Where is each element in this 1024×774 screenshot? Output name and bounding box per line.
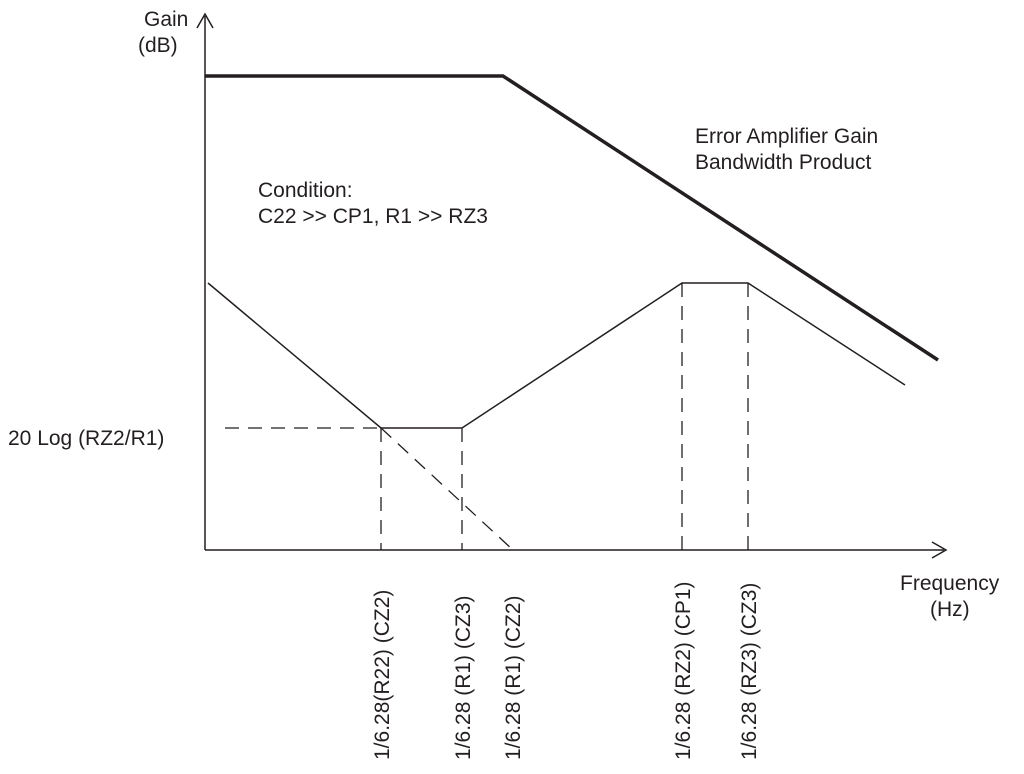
extended-slope-dashed-line xyxy=(380,427,514,551)
gain-level-label: 20 Log (RZ2/R1) xyxy=(8,427,164,450)
error-amplifier-gain-curve xyxy=(205,74,939,362)
compensation-gain-curve xyxy=(207,282,906,429)
freq-tick-label: 1/6.28 (RZ2) (CP1) xyxy=(672,581,695,760)
freq-tick-label: 1/6.28(R22) (CZ2) xyxy=(371,590,394,760)
axes xyxy=(196,12,948,559)
y-axis-arrowhead xyxy=(196,12,214,29)
freq-tick-label: 1/6.28 (R1) (CZ2) xyxy=(502,595,525,760)
gbp-label-line1: Error Amplifier Gain xyxy=(695,125,878,148)
freq-tick-label: 1/6.28 (RZ3) (CZ3) xyxy=(738,583,761,760)
x-axis-label-line1: Frequency xyxy=(900,572,1000,595)
freq-tick-label: 1/6.28 (R1) (CZ3) xyxy=(452,595,475,760)
x-axis-arrowhead xyxy=(931,541,948,559)
condition-label-line1: Condition: xyxy=(258,179,353,202)
condition-label-line2: C22 >> CP1, R1 >> RZ3 xyxy=(258,205,488,228)
y-axis-label-line2: (dB) xyxy=(138,34,178,57)
gbp-label-line2: Bandwidth Product xyxy=(695,151,871,174)
y-axis-label-line1: Gain xyxy=(144,8,188,31)
x-axis-label-line2: (Hz) xyxy=(930,598,970,621)
